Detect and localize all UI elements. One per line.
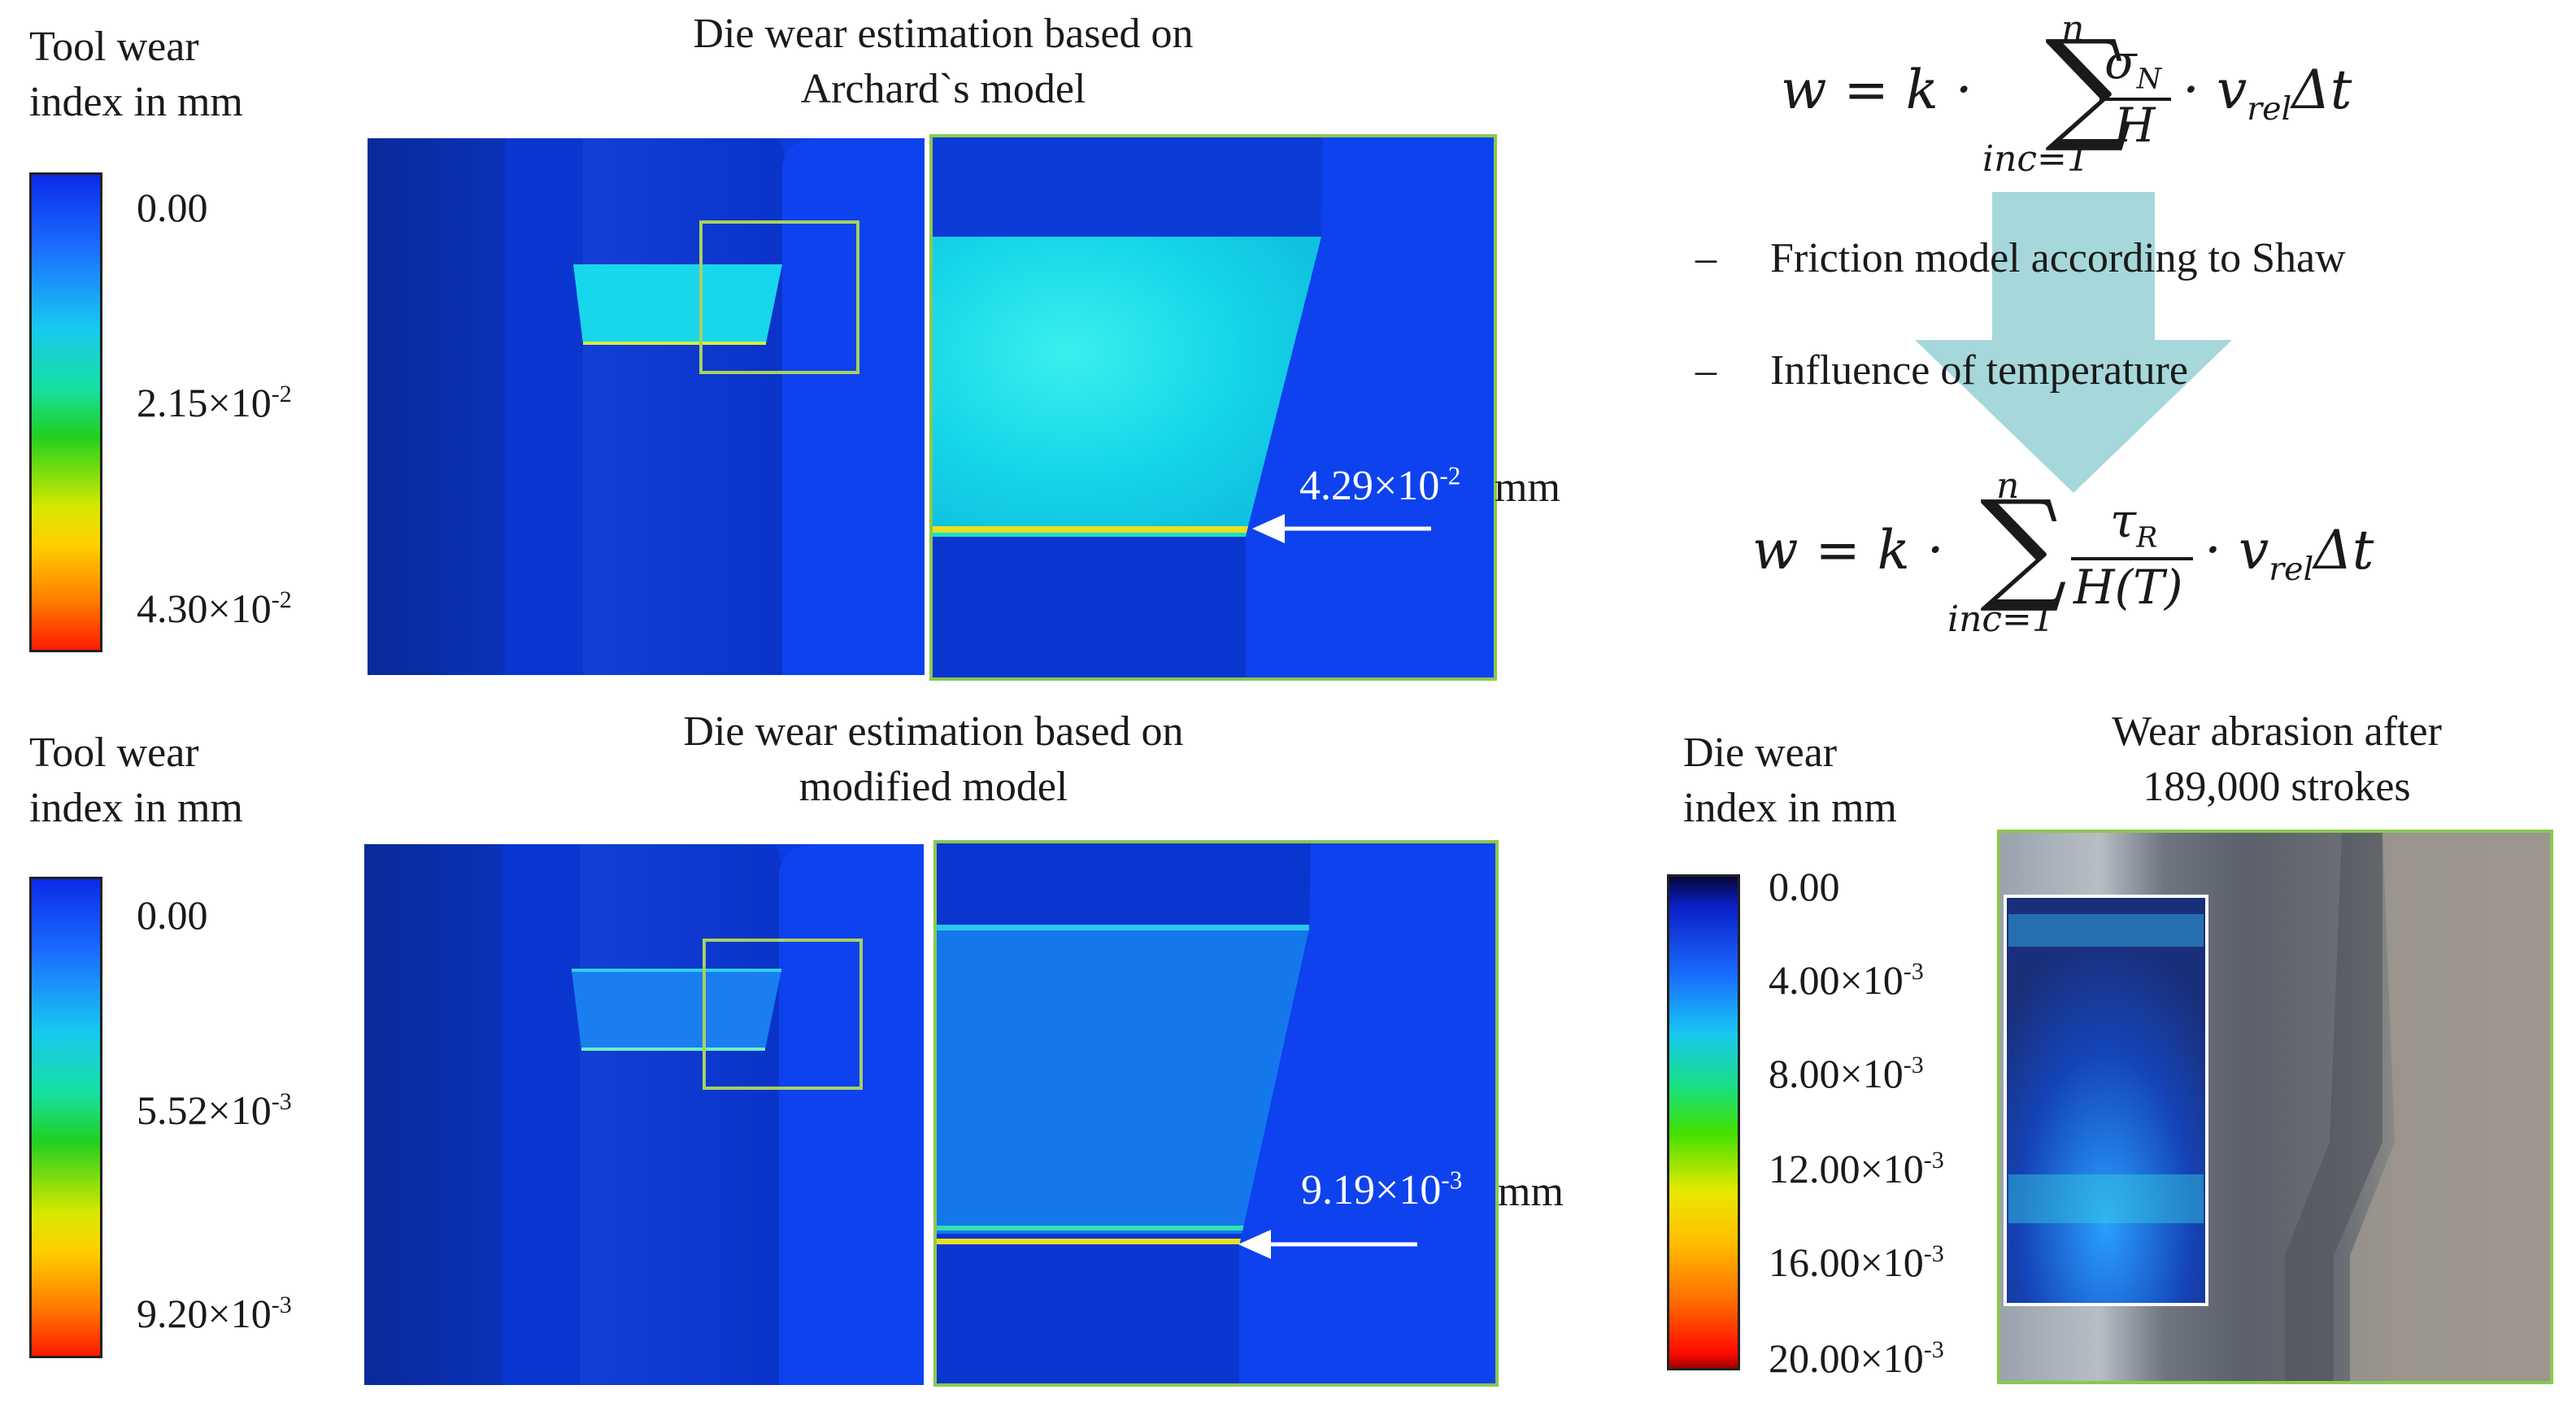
bottom-callout-arrow xyxy=(1238,1230,1417,1259)
bottom-die-render xyxy=(364,844,924,1385)
top-zoom-panel xyxy=(929,134,1497,681)
top-wear-band xyxy=(573,264,782,343)
sum-symbol-2: ∑ xyxy=(1980,475,2068,616)
top-legend-title: Tool wear index in mm xyxy=(29,24,243,125)
die-colorbar xyxy=(1667,874,1740,1370)
die-legend-title: Die wear index in mm xyxy=(1683,730,1897,831)
top-callout-arrow xyxy=(1252,514,1431,543)
top-tick-1: 2.15×10-2 xyxy=(137,380,292,425)
bottom-wear-band xyxy=(572,970,781,1049)
top-title: Die wear estimation based on Archard`s m… xyxy=(693,11,1194,112)
bottom-zoom-panel xyxy=(933,840,1499,1387)
top-callout-unit: mm xyxy=(1495,464,1560,511)
top-tick-0: 0.00 xyxy=(137,185,208,230)
sum-symbol: ∑ xyxy=(2045,15,2133,156)
photo-title: Wear abrasion after 189,000 strokes xyxy=(2112,708,2442,810)
bottom-callout-value: 9.19×10-3 xyxy=(1301,1165,1463,1213)
bottom-callout-unit: mm xyxy=(1498,1169,1564,1215)
bottom-zoom-wear xyxy=(937,929,1309,1234)
die-tick-4: 16.00×10-3 xyxy=(1769,1239,1944,1285)
equation-archard: w = k · n ∑ inc=1 σN H · vrelΔt xyxy=(1781,8,2352,180)
bullet-2: – Influence of temperature xyxy=(1695,347,2188,394)
die-tick-3: 12.00×10-3 xyxy=(1769,1146,1944,1191)
die-tick-5: 20.00×10-3 xyxy=(1769,1335,1944,1381)
bottom-title: Die wear estimation based on modified mo… xyxy=(683,708,1184,810)
wear-photo-panel xyxy=(1997,830,2553,1384)
top-callout-value: 4.29×10-2 xyxy=(1299,461,1461,509)
bottom-legend-title: Tool wear index in mm xyxy=(29,730,243,831)
die-tick-2: 8.00×10-3 xyxy=(1769,1051,1924,1096)
top-zoom-box xyxy=(699,220,859,374)
bottom-zoom-render xyxy=(937,843,1495,1383)
die-tick-0: 0.00 xyxy=(1769,864,1840,909)
die-tick-1: 4.00×10-3 xyxy=(1769,957,1924,1003)
equation-modified: w = k · n ∑ inc=1 τR H(T) · vrelΔt xyxy=(1752,465,2374,640)
bottom-zoom-box xyxy=(703,939,863,1090)
bottom-colorbar xyxy=(29,877,102,1358)
wear-photo xyxy=(2000,833,2550,1381)
transition-arrow xyxy=(1915,192,2232,493)
top-tick-2: 4.30×10-2 xyxy=(137,586,292,631)
top-colorbar xyxy=(29,172,102,652)
bottom-tick-2: 9.20×10-3 xyxy=(137,1291,292,1336)
top-zoom-wear xyxy=(933,237,1321,526)
bottom-tick-1: 5.52×10-3 xyxy=(137,1087,292,1133)
wear-photo-inset xyxy=(2004,895,2208,1306)
top-zoom-render xyxy=(933,137,1494,677)
bottom-tick-0: 0.00 xyxy=(137,892,208,938)
top-die-render xyxy=(368,138,925,675)
bullet-1: – Friction model according to Shaw xyxy=(1695,235,2346,281)
